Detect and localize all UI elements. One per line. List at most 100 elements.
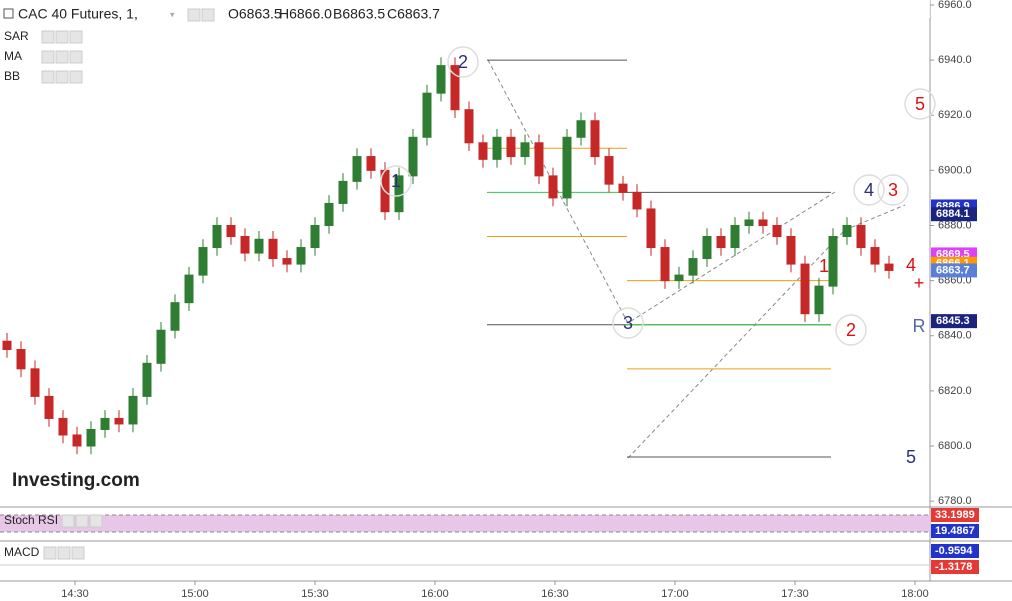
candle-body	[58, 417, 68, 436]
candle-body	[870, 247, 880, 265]
candle-body	[44, 395, 54, 419]
candle-body	[632, 191, 642, 210]
candle-body	[114, 417, 124, 425]
candle-body	[16, 349, 26, 370]
candle-body	[506, 136, 516, 158]
annotation: +	[914, 273, 925, 293]
x-tick-label: 17:30	[781, 588, 809, 600]
panel-button[interactable]	[71, 546, 85, 560]
ohlc-value: C6863.7	[387, 6, 440, 22]
annotation-circle	[835, 314, 867, 346]
y-tick-label: 6840.0	[938, 330, 972, 342]
indicator-button[interactable]	[55, 50, 69, 64]
chart-title: CAC 40 Futures, 1,	[18, 6, 138, 22]
annotation: 1	[819, 256, 829, 276]
candle-body	[184, 274, 194, 304]
candle-body	[842, 224, 852, 238]
annotation: 1	[391, 171, 401, 191]
candle-body	[72, 434, 82, 447]
annotation: 3	[888, 180, 898, 200]
candle-body	[282, 258, 292, 265]
price-label-box	[931, 263, 977, 278]
panel-button[interactable]	[75, 514, 89, 528]
candle-body	[688, 258, 698, 276]
candle-body	[884, 263, 894, 271]
panel-value: 19.4867	[935, 525, 975, 537]
candle-body	[464, 109, 474, 144]
price-label: 6863.7	[936, 264, 970, 276]
panel-button[interactable]	[57, 546, 71, 560]
dropdown: ▾	[170, 9, 175, 19]
candle-body	[786, 236, 796, 265]
price-label: 6869.5	[936, 248, 970, 260]
y-tick-label: 6880.0	[938, 219, 972, 231]
panel-value: 33.1989	[935, 509, 975, 521]
collapse-icon[interactable]	[3, 8, 14, 19]
indicator-name: SAR	[4, 29, 29, 43]
panel-value: -1.3178	[935, 561, 972, 573]
candle-body	[828, 236, 838, 287]
candle-body	[366, 156, 376, 171]
y-tick-label: 6820.0	[938, 385, 972, 397]
indicator-button[interactable]	[69, 50, 83, 64]
candle-body	[478, 142, 488, 160]
panel-value-box	[931, 544, 979, 558]
candle-body	[856, 224, 866, 249]
candle-body	[352, 156, 362, 182]
candle-body	[100, 417, 110, 430]
y-tick-label: 6780.0	[938, 495, 972, 507]
annotation-circle	[877, 174, 909, 206]
panel-value-box	[931, 524, 979, 538]
indicator-button[interactable]	[55, 30, 69, 44]
ohlc-value: O6863.5	[228, 6, 282, 22]
indicator-button[interactable]	[55, 70, 69, 84]
y-tick-label: 6960.0	[938, 0, 972, 11]
legend-button	[201, 8, 215, 22]
candle-body	[758, 219, 768, 226]
candle-body	[2, 340, 12, 351]
candle-body	[562, 136, 572, 199]
annotation-circle	[612, 307, 644, 339]
indicator-button[interactable]	[41, 70, 55, 84]
indicator-button[interactable]	[41, 50, 55, 64]
candle-body	[772, 224, 782, 238]
annotation: 4	[864, 180, 874, 200]
x-tick-label: 16:30	[541, 588, 569, 600]
candle-body	[296, 247, 306, 265]
stoch-band	[0, 515, 930, 532]
candle-body	[310, 224, 320, 249]
x-tick-label: 16:00	[421, 588, 449, 600]
indicator-button[interactable]	[69, 70, 83, 84]
candle-body	[226, 224, 236, 238]
annotation-circle	[447, 46, 479, 78]
y-tick-label: 6920.0	[938, 109, 972, 121]
indicator-name: MA	[4, 49, 22, 63]
candle-body	[422, 92, 432, 138]
candle-body	[170, 302, 180, 331]
candle-body	[534, 142, 544, 177]
panel-name: Stoch RSI	[4, 513, 58, 527]
candle-body	[324, 202, 334, 226]
panel-button[interactable]	[89, 514, 103, 528]
candle-body	[646, 208, 656, 249]
x-tick-label: 14:30	[61, 588, 89, 600]
annotation: 2	[846, 320, 856, 340]
panel-button[interactable]	[61, 514, 75, 528]
x-tick-label: 15:00	[181, 588, 209, 600]
legend-bg	[0, 0, 930, 18]
candle-body	[436, 65, 446, 94]
annotation-circle	[904, 88, 936, 120]
candle-body	[702, 236, 712, 260]
candle-body	[590, 120, 600, 158]
indicator-button[interactable]	[69, 30, 83, 44]
candle-body	[492, 136, 502, 160]
panel-button[interactable]	[43, 546, 57, 560]
candle-body	[716, 236, 726, 249]
indicator-button[interactable]	[41, 30, 55, 44]
candle-body	[660, 247, 670, 282]
panel-value-box	[931, 508, 979, 522]
annotation-circle	[853, 174, 885, 206]
ohlc-value: H6866.0	[279, 6, 332, 22]
indicator-name: BB	[4, 69, 20, 83]
ohlc-value: B6863.5	[333, 6, 385, 22]
